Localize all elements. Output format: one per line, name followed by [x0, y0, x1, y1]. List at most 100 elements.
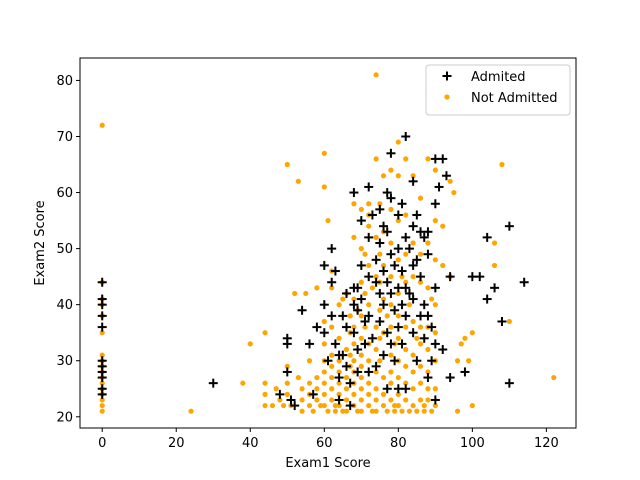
admitted-point: [390, 356, 400, 366]
admitted-point: [438, 345, 448, 355]
not-admitted-point: [388, 397, 394, 403]
not-admitted-point: [388, 352, 394, 358]
not-admitted-point: [299, 397, 305, 403]
y-tick-label: 50: [56, 242, 73, 257]
not-admitted-point: [295, 178, 301, 184]
not-admitted-point: [425, 397, 431, 403]
not-admitted-point: [440, 262, 446, 269]
not-admitted-point: [366, 391, 372, 397]
y-tick-label: 30: [56, 354, 73, 369]
admitted-point: [419, 333, 429, 343]
plot-frame: [79, 57, 577, 429]
not-admitted-point: [395, 290, 401, 297]
not-admitted-point: [329, 324, 335, 330]
admitted-point: [386, 148, 396, 158]
admitted-point: [290, 401, 300, 411]
admitted-point: [364, 272, 374, 282]
admitted-point: [390, 305, 400, 315]
not-admitted-point: [491, 262, 498, 269]
not-admitted-point: [410, 240, 416, 246]
not-admitted-point: [284, 363, 290, 369]
admitted-point: [401, 384, 411, 394]
not-admitted-point: [99, 397, 105, 403]
admitted-point: [342, 288, 352, 298]
admitted-point: [393, 322, 403, 332]
not-admitted-point: [403, 397, 409, 403]
not-admitted-point: [380, 296, 387, 302]
not-admitted-point: [366, 262, 372, 269]
not-admitted-point: [366, 223, 372, 229]
not-admitted-point: [277, 397, 283, 403]
admitted-point: [375, 204, 385, 214]
x-tick-label: 100: [460, 436, 485, 451]
not-admitted-point: [432, 302, 438, 308]
not-admitted-point: [358, 374, 364, 381]
x-tick-label: 120: [534, 436, 559, 451]
x-tick-label: 60: [316, 436, 333, 451]
admitted-point: [371, 361, 381, 371]
admitted-point: [460, 367, 470, 377]
not-admitted-point: [432, 257, 438, 263]
not-admitted-point: [417, 380, 424, 386]
not-admitted-point: [388, 380, 394, 386]
admitted-point: [375, 238, 385, 248]
not-admitted-point: [240, 380, 246, 386]
admitted-point: [97, 311, 107, 321]
legend-marker-not-admitted: [444, 94, 450, 100]
not-admitted-point: [351, 324, 357, 330]
not-admitted-point: [395, 313, 401, 319]
admitted-point: [353, 283, 363, 293]
not-admitted-point: [432, 217, 438, 224]
admitted-point: [371, 255, 381, 265]
not-admitted-point: [321, 380, 327, 386]
not-admitted-point: [329, 374, 335, 381]
admitted-point: [319, 260, 329, 270]
admitted-point: [356, 260, 366, 270]
admitted-point: [404, 288, 414, 298]
admitted-point: [419, 232, 429, 242]
not-admitted-point: [373, 234, 379, 240]
not-admitted-point: [358, 335, 364, 341]
admitted-point: [330, 266, 340, 276]
admitted-point: [430, 339, 440, 349]
admitted-point: [412, 255, 422, 265]
admitted-point: [423, 373, 433, 383]
y-axis: 20 30 40 50 60 70 80: [56, 74, 80, 425]
admitted-point: [342, 322, 352, 332]
not-admitted-point: [425, 346, 431, 353]
not-admitted-point: [373, 408, 379, 414]
not-admitted-point: [373, 156, 379, 162]
admitted-point: [401, 232, 411, 242]
admitted-point: [434, 182, 444, 192]
admitted-point: [382, 328, 392, 338]
admitted-point: [364, 182, 374, 192]
admitted-point: [308, 389, 318, 399]
not-admitted-point: [373, 274, 379, 280]
admitted-point: [386, 288, 396, 298]
not-admitted-point: [314, 374, 320, 381]
not-admitted-point: [99, 122, 105, 128]
admitted-point: [97, 277, 107, 287]
not-admitted-point: [380, 374, 387, 381]
not-admitted-point: [362, 251, 368, 257]
y-tick-label: 70: [56, 130, 73, 145]
legend-label-admitted: Admited: [471, 70, 526, 85]
admitted-point: [438, 154, 448, 164]
not-admitted-point: [425, 386, 431, 392]
admitted-point: [504, 221, 514, 231]
admitted-point: [327, 277, 337, 287]
admitted-point: [327, 244, 337, 254]
admitted-point: [397, 199, 407, 209]
not-admitted-point: [377, 335, 383, 341]
admitted-point: [419, 300, 429, 310]
admitted-point: [345, 401, 355, 411]
admitted-point: [390, 260, 400, 270]
not-admitted-point: [388, 369, 394, 375]
not-admitted-point: [336, 391, 342, 397]
not-admitted-point: [395, 217, 401, 224]
not-admitted-point: [273, 386, 279, 392]
not-admitted-point: [314, 285, 320, 291]
admitted-point: [408, 328, 418, 338]
admitted-point: [430, 199, 440, 209]
not-admitted-point: [343, 408, 350, 414]
